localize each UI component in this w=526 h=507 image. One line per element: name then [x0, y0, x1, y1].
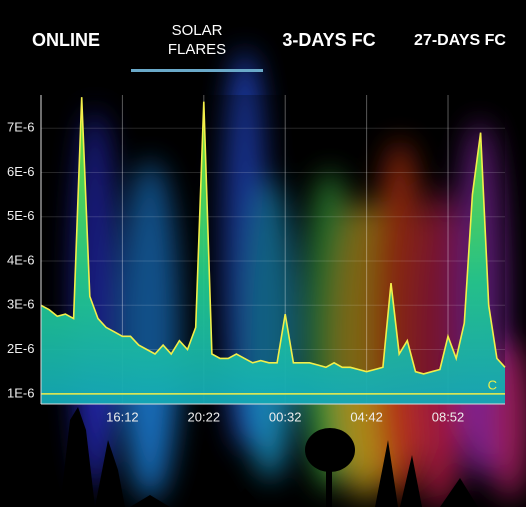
- x-tick-label: 16:12: [106, 409, 139, 424]
- threshold-label: C: [488, 377, 497, 392]
- flux-chart: 1E-6 2E-6 3E-6 4E-6 5E-6 6E-6 7E-6 16:12 20:22 00…: [7, 95, 506, 424]
- tab-bar: ONLINE SOLAR FLARES 3-DAYS FC 27-DAYS FC: [32, 22, 506, 72]
- y-tick-label: 4E-6: [7, 252, 34, 267]
- y-tick-label: 3E-6: [7, 297, 34, 312]
- y-tick-label: 1E-6: [7, 385, 34, 400]
- flux-area: [41, 97, 505, 404]
- y-tick-label: 6E-6: [7, 164, 34, 179]
- x-tick-label: 20:22: [188, 409, 221, 424]
- x-tick-label: 08:52: [432, 409, 465, 424]
- flux-line: [40, 97, 506, 375]
- tab[interactable]: 3-DAYS FC: [282, 30, 375, 50]
- y-tick-label: 7E-6: [7, 120, 34, 135]
- tab[interactable]: SOLAR FLARES: [168, 22, 226, 58]
- tree-silhouettes: [60, 407, 478, 507]
- y-tick-label: 5E-6: [7, 208, 34, 223]
- selected-tab-indicator: [131, 69, 263, 72]
- x-tick-label: 00:32: [269, 409, 302, 424]
- x-tick-label: 04:42: [350, 409, 383, 424]
- tab[interactable]: ONLINE: [32, 30, 100, 50]
- tab[interactable]: 27-DAYS FC: [414, 32, 506, 49]
- y-tick-label: 2E-6: [7, 341, 34, 356]
